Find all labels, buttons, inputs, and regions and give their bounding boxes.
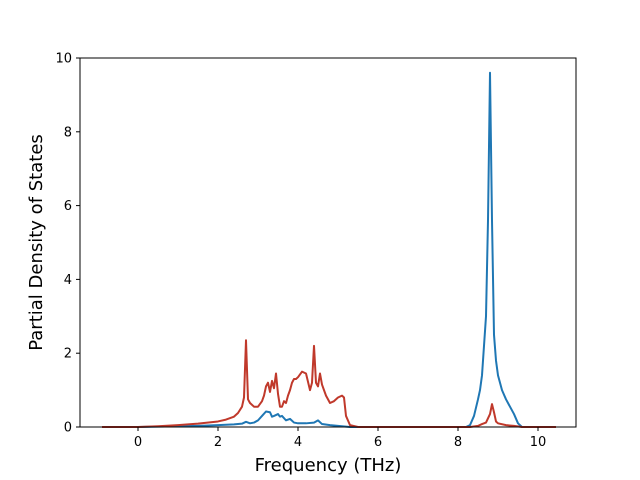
y-tick-label: 8 (64, 125, 72, 140)
plot-area (80, 58, 576, 427)
y-tick-label: 0 (64, 421, 72, 436)
series-layer (102, 71, 556, 428)
series-line-1 (102, 71, 556, 428)
y-axis-title: Partial Density of States (26, 134, 47, 351)
y-axis-ticks: 0 2 4 6 8 10 (55, 52, 80, 436)
y-tick-label: 2 (64, 347, 72, 362)
x-tick-label: 8 (454, 435, 462, 450)
x-tick-label: 2 (214, 435, 222, 450)
x-tick-label: 10 (530, 435, 547, 450)
plot-frame (79, 57, 577, 428)
y-tick-label: 4 (64, 273, 72, 288)
y-tick-label: 10 (55, 52, 72, 67)
x-axis-title: Frequency (THz) (255, 455, 402, 476)
series-line-2 (102, 339, 556, 428)
x-axis-ticks: 0 2 4 6 8 10 (134, 427, 546, 450)
y-tick-label: 6 (64, 199, 72, 214)
x-tick-label: 0 (134, 435, 142, 450)
x-tick-label: 6 (374, 435, 382, 450)
x-tick-label: 4 (294, 435, 302, 450)
